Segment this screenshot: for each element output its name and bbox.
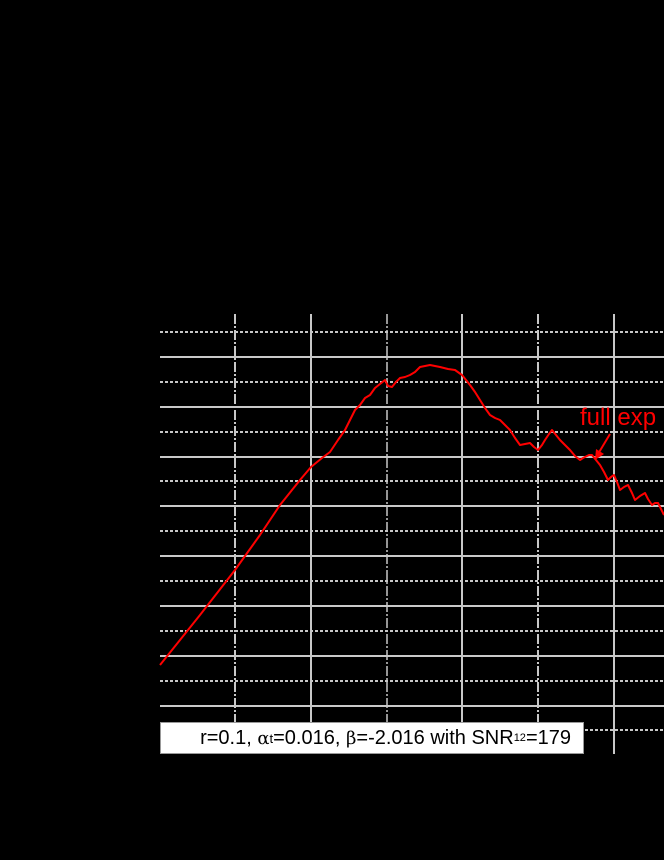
legend-box: r=0.1, α t =0.016, β =-2.016 with SNR 12 =179	[160, 722, 584, 754]
legend-alpha-symbol: α	[257, 727, 270, 749]
legend-snr-value: =179	[525, 726, 571, 749]
full-exp-series-line	[159, 364, 664, 666]
legend-alpha-value: =0.016,	[273, 726, 341, 749]
legend-alpha-subscript: t	[269, 730, 274, 746]
legend-r-text: r=0.1,	[200, 726, 252, 749]
legend-beta-symbol: β	[345, 727, 357, 749]
grid-lines	[160, 314, 664, 754]
annotation-arrow-icon	[597, 433, 611, 455]
full-exp-annotation-label: full exp	[580, 404, 657, 431]
legend-snr-subscript: 12	[513, 732, 526, 744]
legend-beta-value: =-2.016 with SNR	[356, 726, 514, 749]
annotation-arrowhead-icon	[595, 449, 604, 460]
